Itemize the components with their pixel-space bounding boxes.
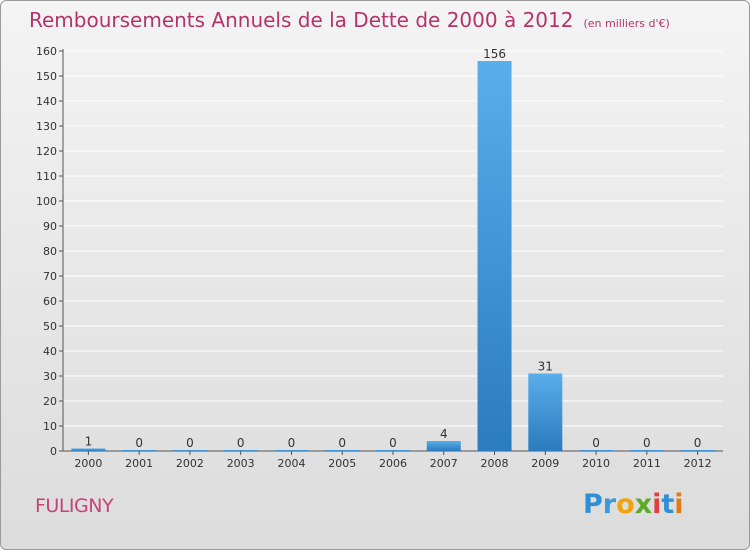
data-label: 0 [389,436,397,450]
y-tick-label: 100 [36,195,57,208]
bar [376,450,410,451]
y-tick-label: 160 [36,45,57,58]
data-label: 156 [483,47,506,61]
proxiti-logo: Proxiti [583,489,684,520]
bar [680,450,715,451]
data-label: 0 [694,436,702,450]
x-tick-label: 2008 [481,457,509,470]
logo-letter: o [616,489,635,520]
y-tick-label: 10 [43,420,57,433]
x-tick-label: 2012 [684,457,712,470]
x-tick-label: 2004 [277,457,305,470]
y-tick-label: 130 [36,120,57,133]
bar [122,450,157,451]
data-label: 0 [592,436,600,450]
bar [274,450,309,451]
y-tick-label: 150 [36,70,57,83]
y-tick-label: 30 [43,370,57,383]
bar [223,450,258,451]
chart-subtitle: (en milliers d'€) [583,17,670,30]
logo-letter: r [602,489,617,520]
x-tick-label: 2006 [379,457,407,470]
x-tick-label: 2010 [582,457,610,470]
data-label: 0 [643,436,651,450]
commune-name: FULIGNY [35,495,114,517]
chart-title-text: Remboursements Annuels de la Dette de 20… [29,8,574,32]
bar [477,61,512,451]
bar [172,450,207,451]
y-tick-label: 0 [50,445,57,458]
y-tick-label: 90 [43,220,57,233]
y-tick-label: 20 [43,395,57,408]
x-tick-label: 2001 [125,457,153,470]
data-label: 4 [440,427,448,441]
bar [325,450,360,451]
y-tick-label: 40 [43,345,57,358]
data-label: 0 [186,436,194,450]
data-label: 0 [338,436,346,450]
data-label: 31 [538,360,553,374]
data-label: 1 [85,435,93,449]
logo-letter: i [652,489,662,520]
logo-letter: t [661,489,675,520]
chart-title: Remboursements Annuels de la Dette de 20… [29,8,670,32]
data-label: 0 [135,436,143,450]
data-label: 0 [237,436,245,450]
bar [71,448,106,451]
x-tick-label: 2009 [531,457,559,470]
x-tick-label: 2000 [74,457,102,470]
y-tick-label: 110 [36,170,57,183]
bar [629,450,664,451]
y-tick-label: 140 [36,95,57,108]
bar [579,450,614,451]
y-tick-label: 80 [43,245,57,258]
x-tick-label: 2005 [328,457,356,470]
x-tick-label: 2002 [176,457,204,470]
y-tick-label: 70 [43,270,57,283]
y-tick-label: 120 [36,145,57,158]
data-label: 0 [288,436,296,450]
logo-letter: x [634,489,653,520]
x-tick-label: 2003 [227,457,255,470]
x-tick-label: 2011 [633,457,661,470]
bar [528,373,563,451]
logo-letter: i [674,489,684,520]
logo-letter: P [583,489,603,520]
bar [426,441,461,451]
y-tick-label: 60 [43,295,57,308]
y-tick-label: 50 [43,320,57,333]
x-tick-label: 2007 [430,457,458,470]
